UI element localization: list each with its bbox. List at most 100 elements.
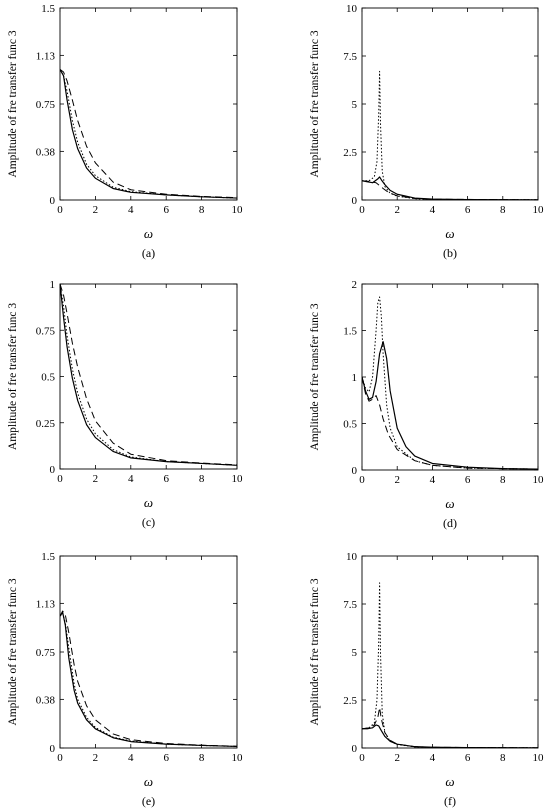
- x-axis-label: ω: [144, 495, 153, 510]
- x-tick-label: 6: [163, 752, 169, 764]
- x-tick-label: 4: [430, 752, 436, 764]
- y-tick-label: 10: [346, 3, 358, 15]
- y-tick-label: 1: [352, 372, 358, 384]
- plot-frame: [59, 283, 238, 470]
- y-tick-label: 7.5: [343, 51, 357, 63]
- y-axis-label: Amplitude of fre transfer func 3: [7, 578, 19, 725]
- x-tick-label: 2: [394, 752, 400, 764]
- series-line-dashed: [60, 69, 237, 199]
- x-tick-label: 10: [232, 204, 244, 216]
- y-tick-label: 0.5: [343, 419, 357, 431]
- series-line-dotted: [60, 284, 237, 466]
- y-tick-label: 1.13: [36, 598, 56, 610]
- x-tick-label: 6: [163, 204, 169, 216]
- y-tick-label: 0: [352, 465, 358, 477]
- y-tick-label: 1.5: [41, 3, 55, 15]
- series-line-solid: [60, 611, 237, 748]
- y-tick-label: 0.38: [36, 694, 56, 706]
- x-tick-label: 2: [394, 204, 400, 216]
- x-tick-label: 10: [232, 752, 244, 764]
- y-tick-label: 2.5: [343, 695, 357, 707]
- x-axis-label: ω: [445, 774, 454, 789]
- y-axis-label: Amplitude of fre transfer func 3: [7, 303, 19, 450]
- x-tick-label: 6: [163, 473, 169, 485]
- y-tick-label: 0.5: [41, 372, 55, 384]
- panel-label: (c): [142, 515, 155, 529]
- y-tick-label: 0.75: [36, 647, 56, 659]
- y-tick-label: 0: [352, 743, 358, 755]
- y-tick-label: 1.5: [41, 551, 55, 563]
- y-tick-label: 2.5: [343, 147, 357, 159]
- series-line-dotted: [362, 70, 538, 200]
- chart-panel-a: 0 2 4 6 8 10 0 0.38 0.75 1.13 1.5 Amplitude of fre …: [7, 3, 243, 260]
- x-tick-label: 0: [57, 473, 63, 485]
- panel-label: (e): [142, 794, 155, 808]
- y-tick-label: 0: [50, 195, 56, 207]
- x-axis-label: ω: [445, 226, 454, 241]
- x-tick-label: 0: [359, 204, 365, 216]
- y-tick-label: 0.38: [36, 146, 56, 158]
- chart-panel-f: 0 2 4 6 8 10 0 2.5 5 7.5 10 Amplitude of fre transf…: [309, 551, 544, 808]
- plot-frame: [361, 555, 539, 749]
- series-line-dashed: [60, 610, 237, 747]
- x-axis-label: ω: [144, 774, 153, 789]
- x-tick-label: 2: [93, 473, 99, 485]
- y-tick-label: 10: [346, 551, 358, 563]
- series-line-solid: [362, 176, 538, 200]
- x-tick-label: 8: [500, 752, 506, 764]
- x-tick-label: 8: [199, 473, 205, 485]
- x-tick-label: 4: [128, 752, 134, 764]
- plot-frame: [59, 7, 238, 201]
- y-tick-label: 0.75: [36, 99, 56, 111]
- series-line-solid: [60, 284, 237, 466]
- x-tick-label: 2: [93, 752, 99, 764]
- y-axis-label: Amplitude of fre transfer func 3: [309, 578, 321, 725]
- x-axis-label: ω: [445, 496, 454, 511]
- x-tick-label: 2: [93, 204, 99, 216]
- x-tick-label: 8: [500, 204, 506, 216]
- series-line-dotted: [60, 613, 237, 747]
- x-tick-label: 6: [465, 752, 471, 764]
- x-tick-label: 6: [465, 204, 471, 216]
- y-tick-label: 0.75: [36, 325, 56, 337]
- x-tick-label: 4: [128, 204, 134, 216]
- x-tick-label: 10: [232, 473, 244, 485]
- x-tick-label: 10: [533, 474, 545, 486]
- y-tick-label: 0: [50, 743, 56, 755]
- y-tick-label: 1.5: [343, 326, 357, 338]
- y-tick-label: 2: [352, 279, 358, 291]
- x-tick-label: 0: [57, 204, 63, 216]
- panel-label: (f): [444, 794, 456, 808]
- x-tick-label: 4: [430, 474, 436, 486]
- x-axis-label: ω: [144, 226, 153, 241]
- series-line-dotted: [362, 296, 538, 470]
- series-line-dashed: [60, 284, 237, 466]
- y-tick-label: 0.25: [36, 418, 56, 430]
- series-line-dashed: [362, 180, 538, 200]
- x-tick-label: 4: [430, 204, 436, 216]
- y-tick-label: 0: [352, 195, 358, 207]
- x-tick-label: 0: [57, 752, 63, 764]
- chart-panel-e: 0 2 4 6 8 10 0 0.38 0.75 1.13 1.5 Amplitude of fre …: [7, 551, 243, 808]
- y-axis-label: Amplitude of fre transfer func 3: [309, 30, 321, 177]
- y-tick-label: 5: [352, 647, 358, 659]
- series-line-solid: [362, 724, 538, 748]
- series-line-dashed: [362, 707, 538, 748]
- x-tick-label: 2: [394, 474, 400, 486]
- chart-panel-c: 0 2 4 6 8 10 0 0.25 0.5 0.75 1 Amplitude of fre tra…: [7, 279, 243, 529]
- y-axis-label: Amplitude of fre transfer func 3: [7, 30, 19, 177]
- series-line-solid: [60, 69, 237, 199]
- x-tick-label: 8: [199, 752, 205, 764]
- y-tick-label: 7.5: [343, 599, 357, 611]
- panel-label: (d): [443, 516, 457, 530]
- series-line-dashed: [362, 376, 538, 470]
- plot-frame: [361, 7, 539, 201]
- series-line-dotted: [362, 582, 538, 748]
- panel-label: (a): [142, 246, 155, 260]
- y-tick-label: 5: [352, 99, 358, 111]
- x-tick-label: 8: [199, 204, 205, 216]
- series-line-solid: [362, 341, 538, 470]
- chart-panel-d: 0 2 4 6 8 10 0 0.5 1 1.5 2 Amplitude of fre transfe…: [309, 279, 544, 530]
- x-tick-label: 10: [533, 204, 545, 216]
